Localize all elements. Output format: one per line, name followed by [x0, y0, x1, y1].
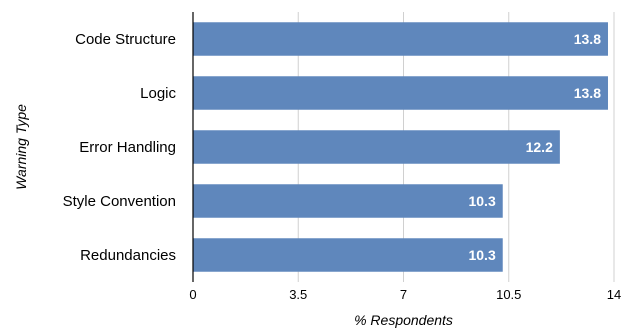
x-tick-label: 3.5 [289, 287, 307, 302]
bar [193, 76, 608, 110]
y-axis-title: Warning Type [13, 104, 29, 190]
bar [193, 184, 503, 218]
x-tick-label: 10.5 [496, 287, 521, 302]
x-tick-label: 7 [400, 287, 407, 302]
bar [193, 238, 503, 272]
x-tick-labels: 0 3.5 7 10.5 14 [189, 287, 621, 302]
x-tick-label: 14 [607, 287, 621, 302]
category-label: Logic [140, 85, 176, 102]
data-label: 10.3 [468, 247, 495, 263]
category-labels: Code Structure Logic Error Handling Style C… [63, 31, 177, 264]
category-label: Style Convention [63, 193, 176, 210]
data-label: 13.8 [574, 31, 601, 47]
bar [193, 22, 608, 56]
data-label: 12.2 [526, 139, 553, 155]
x-axis-title: % Respondents [354, 312, 453, 328]
data-label: 10.3 [468, 193, 495, 209]
category-label: Redundancies [80, 247, 176, 264]
category-label: Code Structure [75, 31, 176, 48]
data-label: 13.8 [574, 85, 601, 101]
bar [193, 130, 560, 164]
category-label: Error Handling [79, 139, 176, 156]
bars: 13.8 13.8 12.2 10.3 10.3 [193, 22, 608, 272]
x-tick-label: 0 [189, 287, 196, 302]
